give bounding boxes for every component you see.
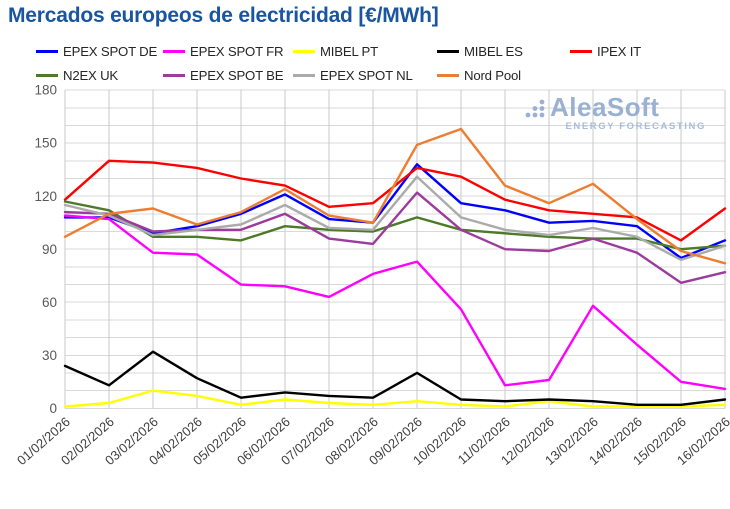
legend-swatch (36, 49, 58, 53)
svg-text:0: 0 (49, 401, 57, 416)
legend-swatch (36, 73, 58, 77)
legend-swatch (570, 49, 592, 53)
legend-item-mibel-pt: MIBEL PT (293, 43, 379, 59)
legend-label: Nord Pool (464, 67, 521, 83)
page-title: Mercados europeos de electricidad [€/MWh… (8, 4, 439, 27)
legend-label: MIBEL ES (464, 43, 523, 59)
legend-label: MIBEL PT (320, 43, 379, 59)
series-line-nord-pool (63, 127, 727, 265)
series-line-epex-spot-nl (63, 175, 727, 261)
svg-text:120: 120 (34, 189, 57, 204)
series-line-mibel-pt (63, 389, 727, 408)
vertical-gridlines (64, 90, 726, 409)
svg-text:150: 150 (34, 136, 57, 151)
svg-text:60: 60 (42, 295, 57, 310)
legend-item-nord-pool: Nord Pool (437, 67, 521, 83)
x-axis-labels: 01/02/202602/02/202603/02/202604/02/2026… (14, 414, 730, 468)
legend-item-epex-spot-de: EPEX SPOT DE (36, 43, 158, 59)
legend-label: EPEX SPOT BE (190, 67, 284, 83)
legend-item-n2ex-uk: N2EX UK (36, 67, 119, 83)
y-axis-labels: 0 30 60 90 120 150 180 (34, 83, 57, 416)
legend-label: EPEX SPOT FR (190, 43, 284, 59)
chart-legend: EPEX SPOT DE EPEX SPOT FR MIBEL PT MIBEL ES… (0, 0, 730, 90)
legend-swatch (437, 73, 459, 77)
legend-swatch (293, 73, 315, 77)
legend-swatch (163, 73, 185, 77)
legend-label: EPEX SPOT NL (320, 67, 413, 83)
series-line-n2ex-uk (63, 200, 727, 251)
legend-swatch (163, 49, 185, 53)
svg-text:30: 30 (42, 348, 57, 363)
legend-item-epex-spot-be: EPEX SPOT BE (163, 67, 284, 83)
legend-item-epex-spot-fr: EPEX SPOT FR (163, 43, 284, 59)
legend-label: N2EX UK (63, 67, 119, 83)
legend-swatch (437, 49, 459, 53)
svg-text:90: 90 (42, 242, 57, 257)
series-line-mibel-es (63, 350, 727, 406)
legend-label: EPEX SPOT DE (63, 43, 158, 59)
legend-item-epex-spot-nl: EPEX SPOT NL (293, 67, 413, 83)
series-line-epex-spot-be (63, 191, 727, 284)
legend-item-ipex-it: IPEX IT (570, 43, 642, 59)
svg-text:180: 180 (34, 83, 57, 98)
legend-swatch (293, 49, 315, 53)
series-line-epex-spot-fr (63, 214, 727, 391)
legend-item-mibel-es: MIBEL ES (437, 43, 523, 59)
series-line-ipex-it (63, 159, 727, 242)
legend-label: IPEX IT (597, 43, 642, 59)
